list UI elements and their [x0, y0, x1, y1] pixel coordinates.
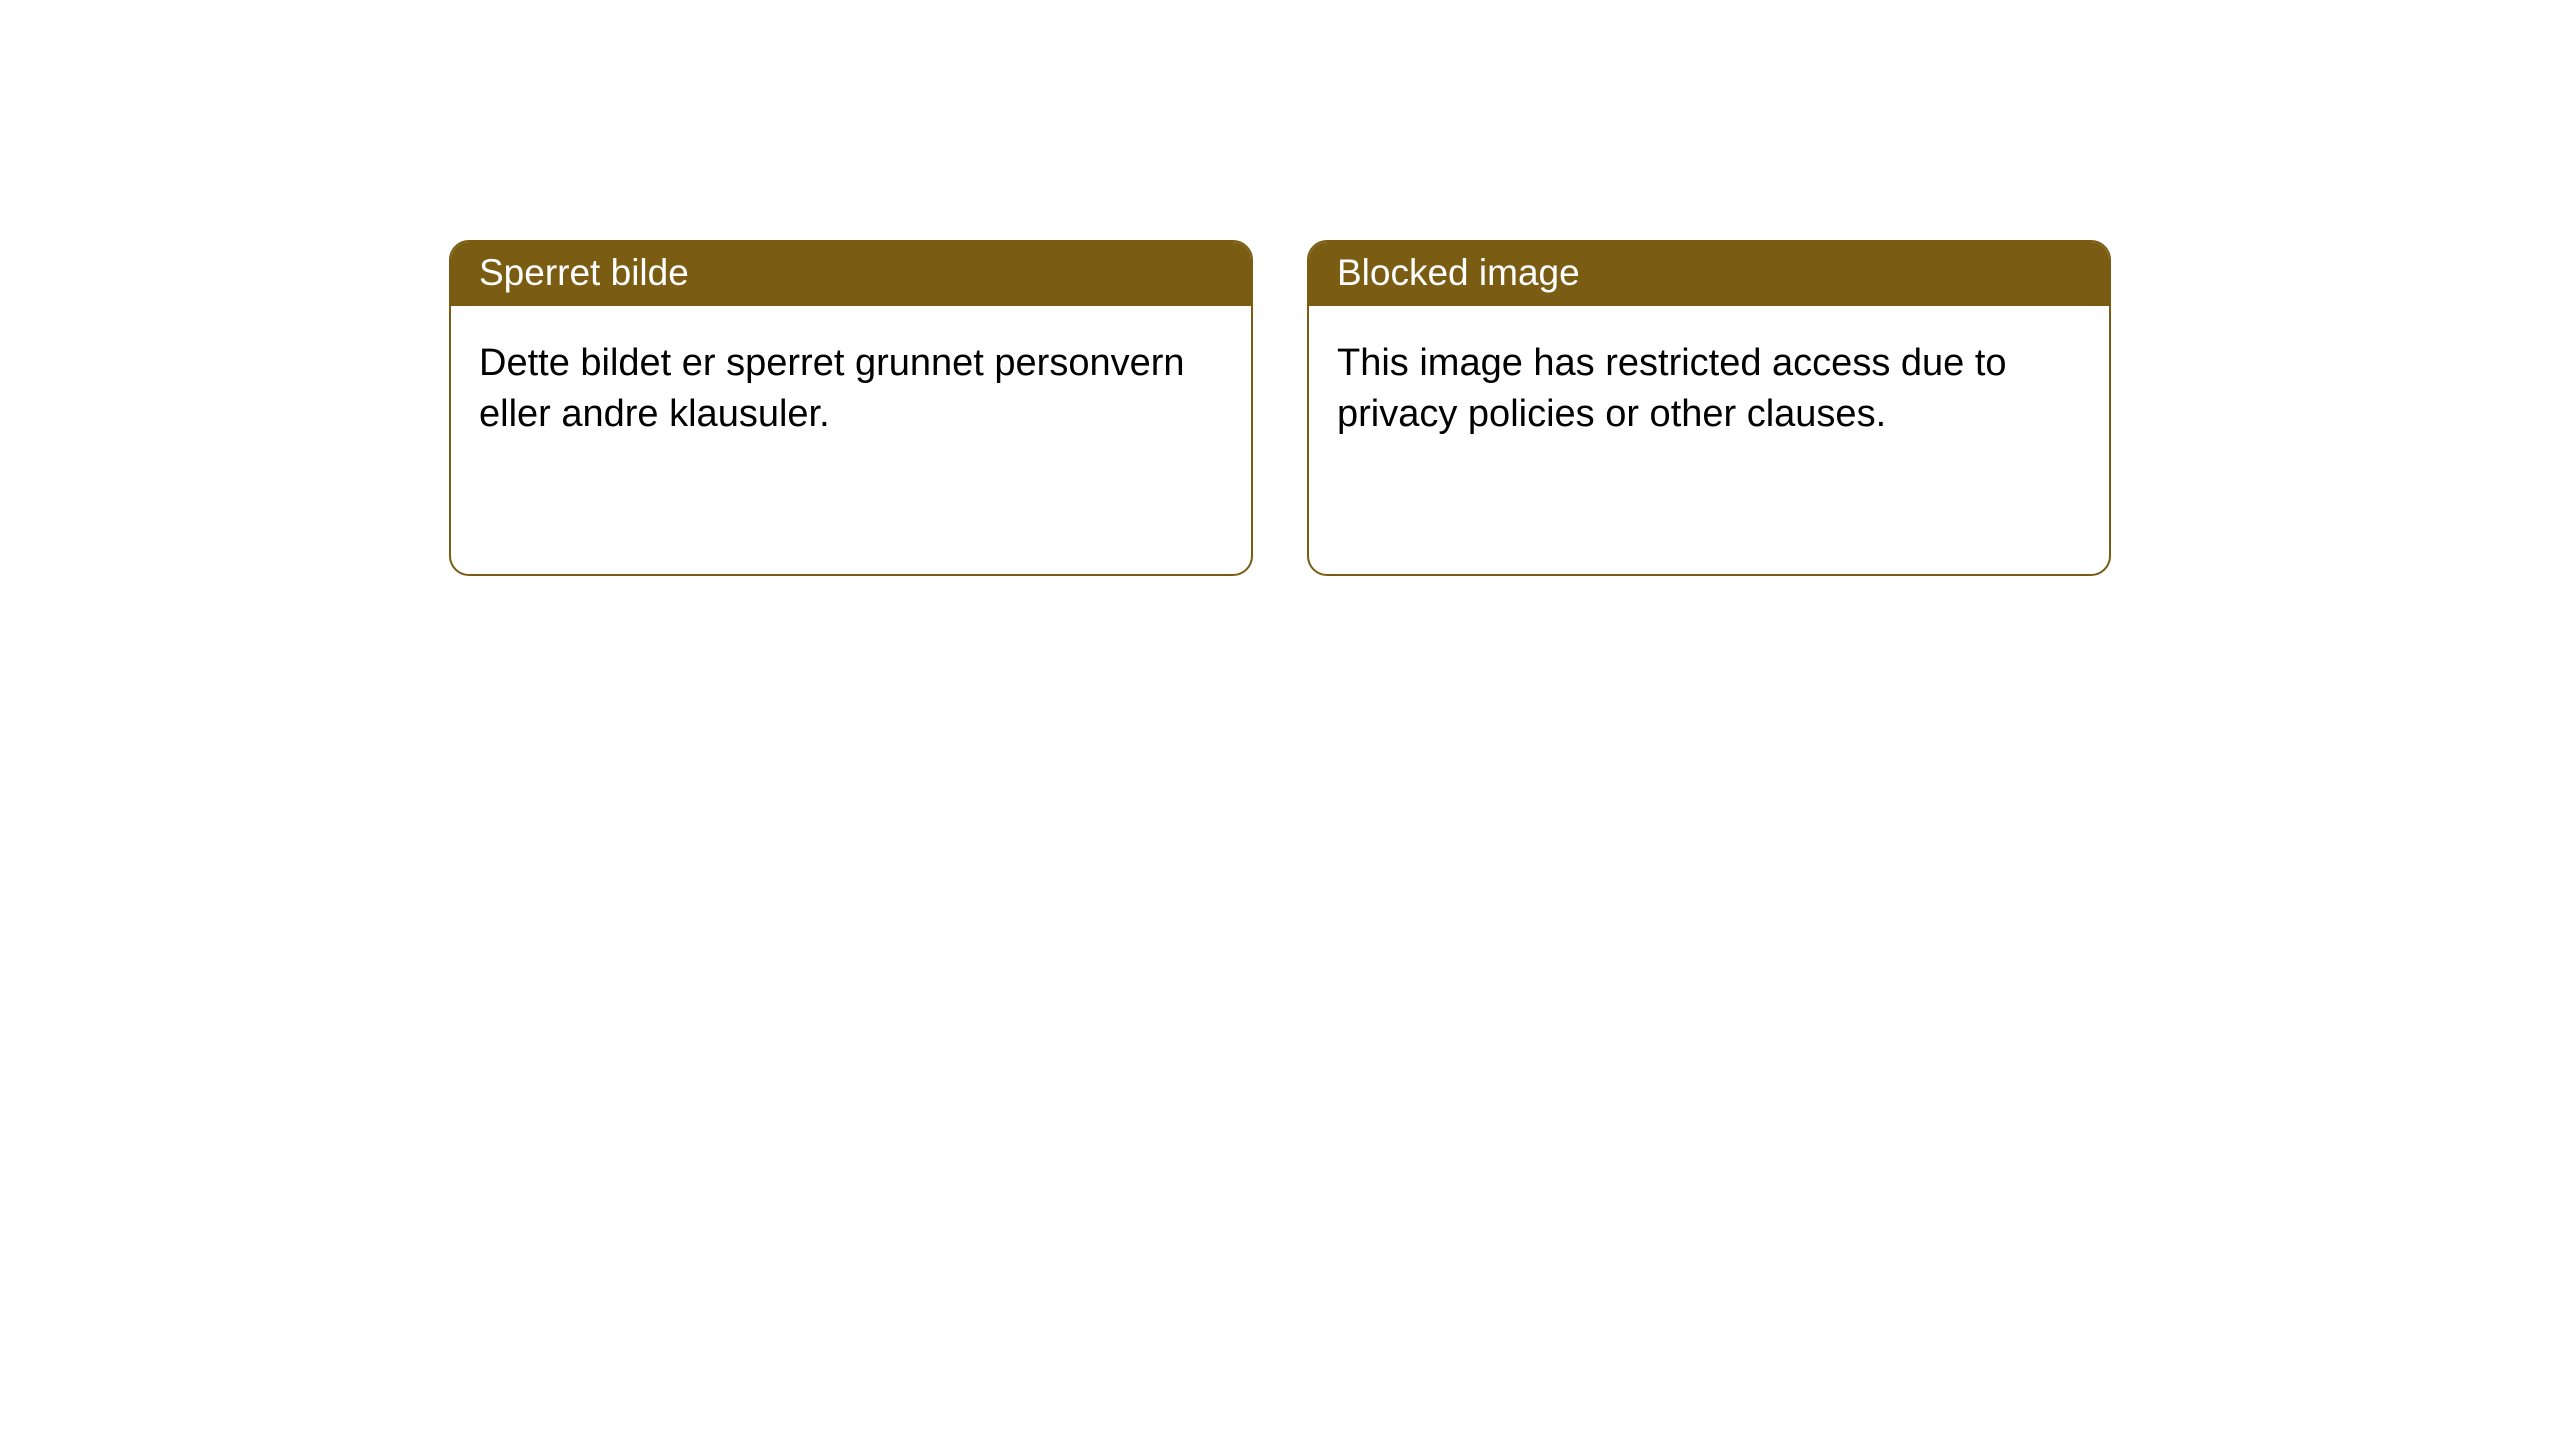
- card-header: Sperret bilde: [451, 242, 1251, 306]
- card-body-text: This image has restricted access due to …: [1337, 342, 2007, 435]
- notice-card-norwegian: Sperret bilde Dette bildet er sperret gr…: [449, 240, 1253, 576]
- card-title: Sperret bilde: [479, 252, 689, 293]
- notice-cards-container: Sperret bilde Dette bildet er sperret gr…: [449, 240, 2111, 1440]
- notice-card-english: Blocked image This image has restricted …: [1307, 240, 2111, 576]
- card-body-text: Dette bildet er sperret grunnet personve…: [479, 342, 1185, 435]
- card-header: Blocked image: [1309, 242, 2109, 306]
- card-title: Blocked image: [1337, 252, 1580, 293]
- card-body: Dette bildet er sperret grunnet personve…: [451, 306, 1251, 473]
- card-body: This image has restricted access due to …: [1309, 306, 2109, 473]
